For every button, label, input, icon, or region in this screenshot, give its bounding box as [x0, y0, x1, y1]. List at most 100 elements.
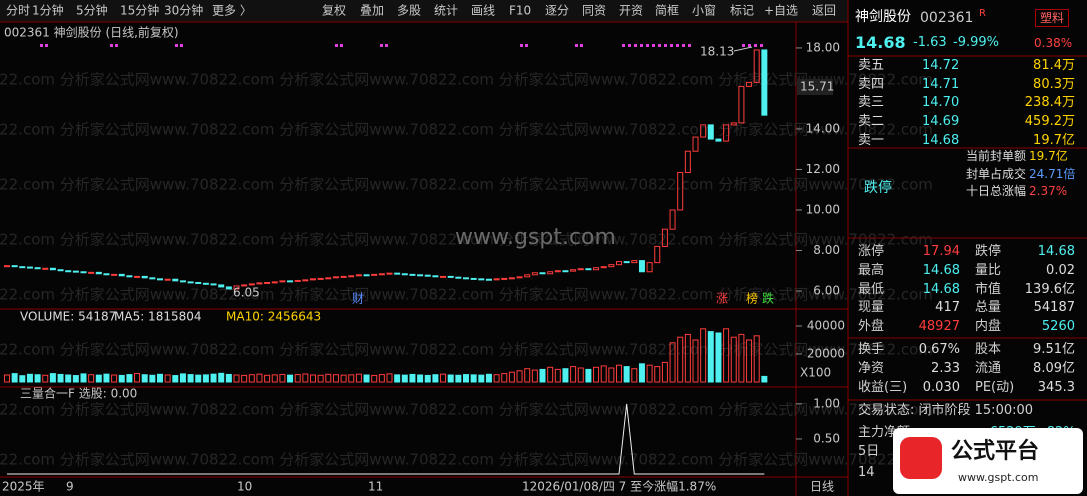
- seal-label: 封单占成交: [965, 166, 1026, 181]
- flag: R: [979, 8, 986, 19]
- ask-price: 14.71: [922, 76, 960, 92]
- stat-label: 最高: [858, 262, 885, 278]
- candle: [348, 275, 355, 278]
- candle: [34, 267, 41, 270]
- candle: [394, 272, 401, 275]
- stat-value: 417: [935, 300, 960, 316]
- tool-button[interactable]: 小窗: [692, 4, 716, 18]
- stat-label: 换手: [858, 342, 885, 357]
- candle: [172, 278, 179, 282]
- ask-volume: 81.4万: [1033, 58, 1075, 73]
- volume-bar: [401, 374, 408, 383]
- tool-button[interactable]: 开资: [619, 4, 643, 18]
- last-price-badge: 15.71: [800, 80, 834, 94]
- ask-label: 卖四: [858, 76, 885, 92]
- candle: [447, 275, 454, 278]
- candle: [478, 278, 485, 281]
- stat-value: 0.030: [922, 379, 960, 395]
- stat-value: 8.09亿: [1033, 360, 1075, 376]
- signal-dot: [754, 44, 757, 47]
- signal-dot: [575, 44, 578, 47]
- stat-label: 收益(三): [858, 379, 908, 395]
- tool-button[interactable]: F10: [509, 4, 531, 18]
- period-tab[interactable]: 更多 〉: [212, 4, 252, 18]
- candle: [661, 228, 668, 247]
- candle: [57, 269, 64, 272]
- volume-bar: [149, 374, 156, 383]
- trade-status: 交易状态: 闭市阶段 15:00:00: [858, 403, 1034, 418]
- candle: [738, 85, 745, 124]
- volume-bar: [524, 368, 531, 383]
- ask-label: 卖二: [858, 114, 885, 130]
- candle: [302, 279, 309, 282]
- watermark: 0822.com 分析家公式网www.70822.com 分析家公式网www.7…: [0, 451, 933, 469]
- volume-bar: [233, 374, 240, 383]
- volume-bar: [570, 366, 577, 383]
- stat-label: 市值: [975, 281, 1002, 297]
- volume-bar: [80, 373, 87, 383]
- period-tab[interactable]: 分时: [6, 4, 30, 18]
- y-tick-label: 6.00: [813, 283, 840, 297]
- tool-button[interactable]: 同资: [582, 4, 606, 18]
- seal-label: 十日总涨幅: [965, 184, 1026, 198]
- candle: [485, 278, 492, 281]
- volume-bar: [340, 374, 347, 383]
- candle: [149, 277, 156, 280]
- volume-bar: [485, 373, 492, 383]
- tool-button[interactable]: 简框: [655, 4, 679, 18]
- x-axis-label: 2025年: [2, 480, 45, 494]
- candle: [279, 280, 286, 283]
- volume-bar: [241, 374, 248, 383]
- stat-label: 内盘: [975, 319, 1002, 335]
- candle: [562, 270, 569, 273]
- candle: [72, 270, 79, 273]
- volume-bar: [363, 374, 370, 383]
- candle: [623, 261, 630, 264]
- signal-dot: [652, 44, 655, 47]
- tool-button[interactable]: 叠加: [360, 4, 384, 18]
- period-tab[interactable]: 1分钟: [32, 3, 64, 18]
- tool-button[interactable]: +自选: [764, 4, 798, 18]
- candle: [570, 269, 577, 272]
- volume-bar: [463, 374, 469, 383]
- tool-button[interactable]: 标记: [730, 4, 754, 18]
- tool-button[interactable]: 返回: [812, 4, 836, 18]
- tool-button[interactable]: 统计: [434, 4, 458, 18]
- ask-volume: 459.2万: [1024, 114, 1075, 130]
- signal-dot: [380, 44, 383, 47]
- period-tab[interactable]: 30分钟: [164, 3, 203, 18]
- candle: [654, 245, 661, 264]
- candle: [225, 286, 232, 290]
- tool-button[interactable]: 画线: [471, 4, 495, 18]
- candle: [723, 124, 730, 142]
- tool-button[interactable]: 复权: [322, 4, 346, 18]
- y-tick-label: 40000: [807, 319, 845, 333]
- tool-button[interactable]: 逐分: [545, 4, 569, 18]
- volume-bar: [661, 361, 668, 383]
- price: 14.68: [855, 33, 906, 52]
- volume-bar: [539, 368, 546, 383]
- stat-label: 流通: [975, 360, 1002, 376]
- period-tab[interactable]: 5分钟: [76, 3, 108, 18]
- candle: [111, 273, 118, 276]
- volume-bar: [692, 339, 699, 383]
- high-label: 18.13: [700, 45, 734, 59]
- candle: [440, 275, 447, 278]
- candle: [11, 265, 18, 268]
- volume-bar: [4, 374, 10, 383]
- tool-button[interactable]: 多股: [397, 4, 421, 18]
- candle: [355, 274, 362, 277]
- volume-bar: [447, 374, 454, 383]
- stat-label: 股本: [975, 342, 1002, 357]
- volume-bar: [179, 373, 186, 383]
- volume-bar: [302, 373, 309, 383]
- volume-bar: [332, 374, 339, 383]
- volume-bar: [440, 373, 447, 383]
- volume-bar: [103, 373, 110, 383]
- volume-bar: [470, 374, 477, 383]
- limit-state: 跌停: [864, 180, 892, 196]
- y-tick-label: 20000: [807, 347, 845, 361]
- period-tab[interactable]: 15分钟: [120, 3, 159, 18]
- signal-dot: [634, 44, 637, 47]
- volume-bar: [508, 371, 515, 383]
